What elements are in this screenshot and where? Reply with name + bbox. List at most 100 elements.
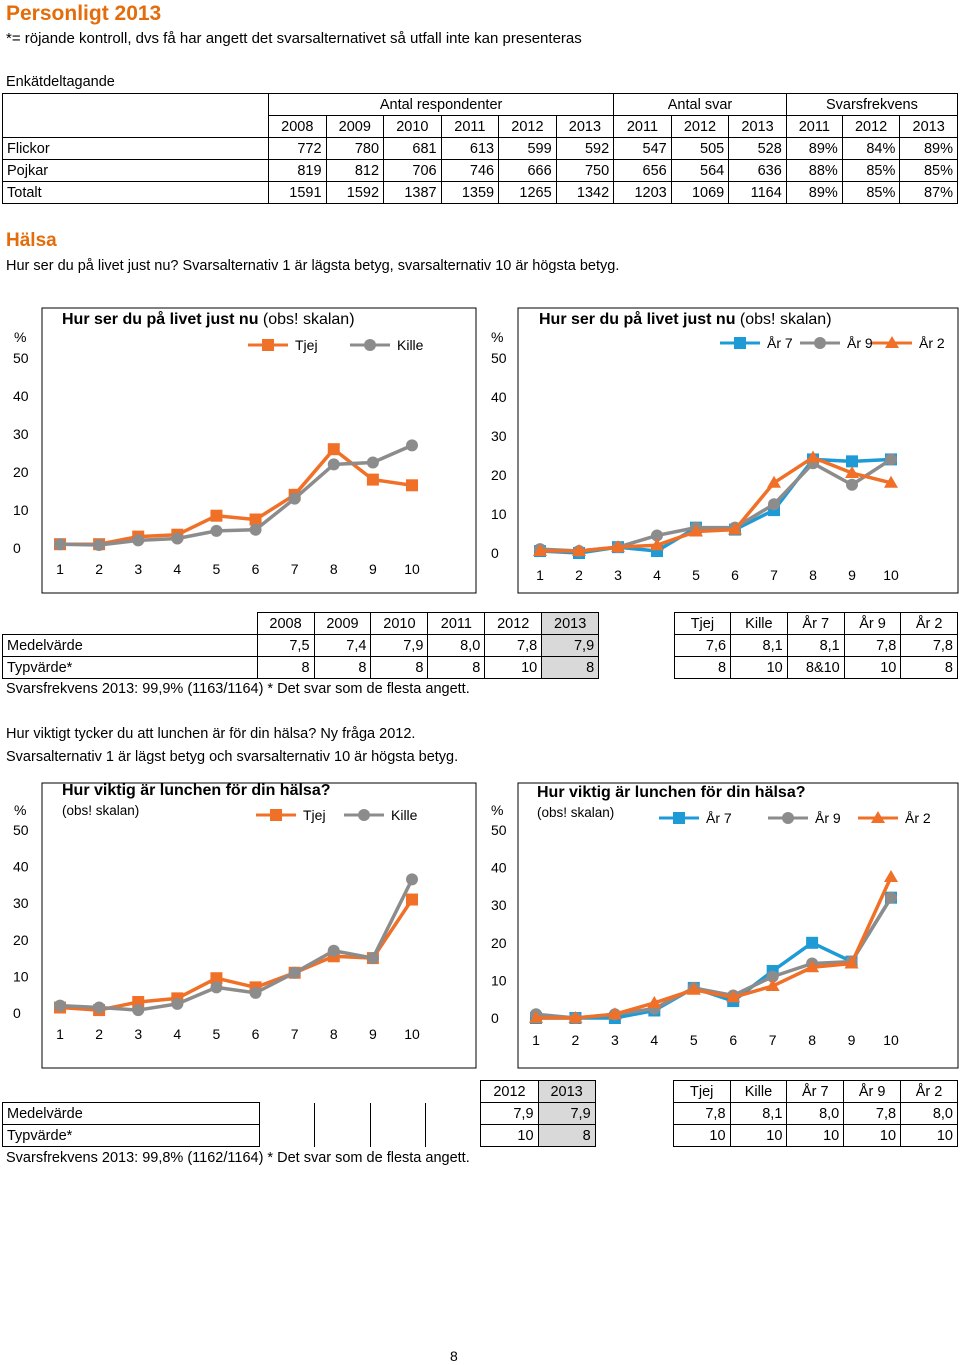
legend-marker (814, 337, 826, 349)
table-cell: 8,1 (729, 1102, 788, 1125)
legend-marker (734, 337, 746, 349)
data-point (132, 534, 145, 547)
year-header: 2013 (555, 115, 615, 138)
table-cell: 7,9 (537, 1102, 596, 1125)
x-tick-label: 7 (291, 1026, 299, 1042)
x-tick-label: 8 (809, 567, 817, 583)
y-tick-label: 10 (13, 968, 29, 984)
legend-marker (262, 339, 274, 351)
data-point (93, 538, 106, 551)
data-point (611, 540, 625, 553)
table-cell: 7,9 (480, 1102, 539, 1125)
data-point (406, 439, 418, 452)
year-header: 2012 (670, 115, 730, 138)
series-line (539, 457, 892, 555)
y-axis-label: % (491, 802, 503, 818)
table-cell: 10 (484, 656, 543, 679)
y-tick-label: 20 (491, 467, 507, 483)
table-cell: 10 (843, 1124, 902, 1147)
table-cell: 750 (555, 159, 615, 182)
legend-label: År 9 (815, 810, 841, 826)
year-header: 2009 (325, 115, 385, 138)
table-cell: 8 (313, 656, 372, 679)
page-number: 8 (450, 1348, 458, 1364)
question-2-text: Hur viktigt tycker du att lunchen är för… (6, 726, 416, 742)
page-title: Personligt 2013 (6, 2, 162, 25)
stats-header: År 7 (786, 612, 845, 635)
participation-table: Antal respondenter Antal svar Svarsfrekv… (2, 93, 959, 204)
data-point (93, 1001, 106, 1014)
y-tick-label: 20 (491, 935, 507, 951)
year-header: 2012 (498, 115, 557, 138)
x-tick-label: 2 (95, 561, 103, 577)
y-tick-label: 50 (491, 350, 507, 366)
x-tick-label: 3 (134, 561, 142, 577)
legend-item: Tjej (248, 337, 318, 353)
chart-livet-grade: Hur ser du på livet just nu (obs! skalan… (491, 307, 959, 594)
data-point (327, 443, 340, 456)
legend-marker (270, 809, 282, 821)
data-point (288, 492, 301, 505)
legend-label: År 2 (919, 335, 945, 351)
year-header: 2011 (785, 115, 843, 138)
data-point (607, 1007, 622, 1020)
y-tick-label: 10 (13, 502, 29, 518)
data-point (54, 538, 66, 551)
data-point (568, 1011, 583, 1023)
x-tick-label: 5 (690, 1032, 698, 1048)
table-cell: 613 (440, 137, 500, 160)
data-point (651, 529, 663, 542)
legend-item: Kille (344, 807, 418, 823)
x-tick-label: 2 (95, 1026, 103, 1042)
series-kille (54, 439, 418, 551)
x-tick-label: 10 (404, 1026, 420, 1042)
stats-footer-lunch: Svarsfrekvens 2013: 99,8% (1162/1164) * … (6, 1150, 470, 1166)
year-header: 2010 (383, 115, 442, 138)
y-tick-label: 40 (491, 389, 507, 405)
x-tick-label: 1 (56, 561, 64, 577)
series-line (540, 455, 892, 553)
table-cell: 636 (728, 159, 787, 182)
series-år-7 (530, 891, 897, 1024)
table-cell: 1591 (268, 181, 327, 204)
section-title: Hälsa (6, 230, 57, 251)
series-kille (54, 873, 418, 1017)
plot-frame (517, 782, 959, 1069)
data-point (845, 466, 859, 479)
data-point (366, 473, 379, 486)
data-point (884, 870, 898, 882)
table-cell: 7,9 (541, 634, 600, 657)
data-point (54, 999, 66, 1012)
table-cell: 8 (370, 656, 429, 679)
table-cell: 1164 (728, 181, 787, 204)
chart-title-suffix: (obs! skalan) (537, 805, 614, 820)
data-point (844, 956, 859, 969)
table-cell: 7,8 (843, 634, 902, 657)
table-cell: 8 (900, 656, 958, 679)
x-tick-label: 8 (330, 1026, 338, 1042)
legend-item: År 7 (720, 335, 793, 351)
question-1-text: Hur ser du på livet just nu? Svarsaltern… (6, 258, 620, 274)
legend-item: År 2 (872, 335, 945, 351)
y-axis-label: % (14, 802, 26, 818)
x-tick-label: 4 (173, 1026, 181, 1042)
data-point (406, 873, 418, 886)
y-axis-label: % (14, 329, 26, 345)
table-cell: 7,8 (843, 1102, 902, 1125)
table-cell: 7,9 (370, 634, 429, 657)
table-cell: 528 (728, 137, 787, 160)
row-label: Medelvärde (2, 1102, 260, 1125)
series-line (59, 898, 414, 1012)
chart-lunch-grade: Hur viktig är lunchen för din hälsa? (obs… (491, 782, 959, 1069)
stats-header: 2010 (370, 612, 429, 635)
x-tick-label: 9 (848, 567, 856, 583)
x-tick-label: 8 (808, 1032, 816, 1048)
table-row: Pojkar 819 812 706 746 666 750 656 564 636 88% 85% 8… (2, 159, 958, 182)
table-cell: 1359 (440, 181, 500, 204)
table-cell: 8&10 (786, 656, 845, 679)
y-tick-label: 30 (491, 428, 507, 444)
data-point (249, 513, 262, 526)
table-cell: 10 (843, 656, 902, 679)
stats-table-lunch: 2012 2013 Tjej Kille År 7 År 9 År 2 Medelvärde 7… (2, 1080, 958, 1147)
legend-label: Kille (397, 337, 424, 353)
